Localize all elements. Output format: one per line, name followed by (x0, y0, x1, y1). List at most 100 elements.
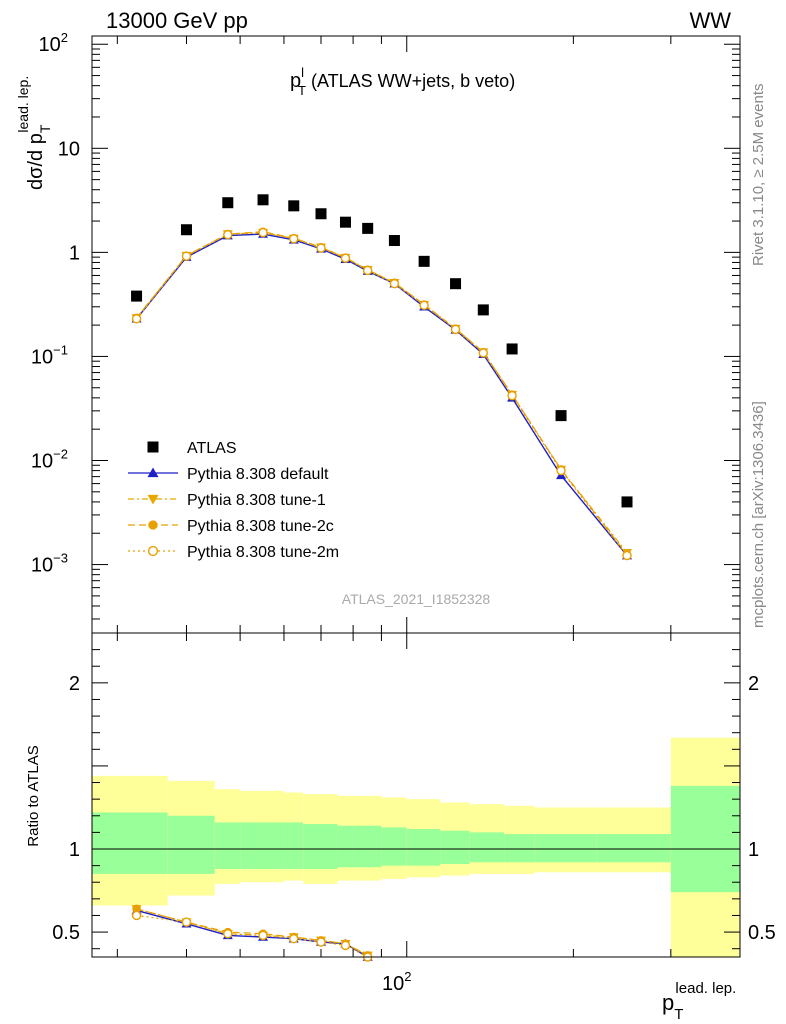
y-axis-label-main: dσ/d p (25, 133, 47, 190)
ratio-3-point-2 (223, 929, 233, 939)
ratio-3-point-0 (131, 910, 142, 921)
ratio-3-point-4 (289, 934, 299, 944)
data-point-10 (450, 278, 462, 290)
green-band-3 (240, 822, 284, 869)
legend-label-0: ATLAS (187, 440, 237, 457)
plot-title-sub: T (298, 83, 306, 98)
ratio-3-point-3 (258, 930, 268, 941)
legend-label-1: Pythia 8.308 default (187, 466, 329, 483)
ratio-uncertainty-bands (92, 737, 740, 957)
y-tick-label-exp-3: −1 (53, 342, 68, 357)
ratio-3-point-1 (181, 917, 192, 927)
data-point-3 (257, 194, 269, 206)
y-tick-label-1: 10 (58, 138, 80, 160)
x-axis-label: pTlead. lep. (662, 980, 736, 1023)
legend-marker-0 (147, 441, 159, 453)
data-point-7 (362, 222, 374, 234)
series-3-point-10 (450, 324, 461, 335)
y-tick-label-2: 1 (69, 242, 80, 264)
ratio-3-point-6 (340, 940, 351, 951)
ratio-series-layer (131, 904, 373, 962)
y-axis-label: dσ/d pTlead. lep. (15, 76, 53, 190)
series-3-point-1 (181, 251, 192, 261)
ratio-axes: 102 0.5 0.5 1 1 2 2 (52, 632, 776, 995)
svg-text:dσ/d pTlead. lep.: dσ/d pTlead. lep. (15, 76, 53, 190)
legend-marker-4 (147, 545, 159, 557)
legend-label-3: Pythia 8.308 tune-2c (187, 518, 334, 535)
plot-title-main: p (290, 70, 301, 92)
data-point-5 (315, 208, 327, 220)
series-3-point-13 (556, 465, 566, 476)
data-point-6 (339, 216, 351, 228)
green-band-9 (406, 829, 441, 866)
legend-label-2: Pythia 8.308 tune-1 (187, 492, 326, 509)
ratio-tick-label-right-1: 1 (748, 839, 759, 861)
series-3-point-8 (389, 278, 400, 289)
x-tick-label-exp-0: 2 (404, 969, 411, 984)
series-3-point-14 (622, 550, 632, 561)
y-axis-label-sub: T (37, 124, 53, 133)
data-point-0 (131, 290, 143, 302)
y-tick-label-5: 10−3 (31, 551, 68, 577)
series-3-point-9 (419, 300, 429, 311)
y-tick-label-3: 10−1 (31, 342, 68, 368)
series-3-point-0 (131, 314, 142, 324)
data-point-9 (418, 255, 430, 267)
ratio-line-1 (136, 908, 368, 956)
data-point-12 (506, 343, 518, 355)
main-axes: 102 10 1 10−1 10−2 10−3 (31, 30, 741, 634)
data-point-8 (388, 235, 400, 247)
green-band-15 (670, 785, 740, 893)
ratio-line-2 (136, 908, 368, 956)
data-point-13 (555, 410, 567, 422)
legend-marker-2 (147, 494, 159, 505)
ratio-tick-label-left-1: 1 (69, 839, 80, 861)
data-point-2 (222, 197, 234, 209)
rivet-label: Rivet 3.1.10, ≥ 2.5M events (750, 84, 767, 267)
data-point-14 (621, 496, 633, 508)
green-band-1 (167, 815, 215, 874)
series-3-point-2 (223, 229, 233, 240)
green-band-14 (596, 834, 671, 863)
y-axis-label-sup: lead. lep. (15, 76, 31, 133)
green-band-2 (214, 822, 241, 869)
y-tick-label-exp-5: −3 (53, 551, 68, 566)
y-tick-label-0: 102 (39, 30, 68, 56)
plot-title-sup: l (301, 65, 304, 80)
plot-title-rest: (ATLAS WW+jets, b veto) (306, 71, 515, 91)
green-band-7 (353, 825, 382, 868)
x-axis-label-main: p (662, 990, 674, 1015)
legend-label-4: Pythia 8.308 tune-2m (187, 544, 339, 561)
x-tick-label-0: 102 (382, 969, 411, 995)
ratio-3-point-5 (316, 937, 326, 947)
ratio-2-point-0 (132, 904, 141, 914)
ratio-frame (91, 632, 741, 958)
x-axis-label-sup: lead. lep. (675, 980, 736, 997)
ratio-tick-label-right-2: 2 (748, 673, 759, 695)
series-line-2 (136, 231, 628, 555)
y-tick-label-4: 10−2 (31, 447, 68, 473)
ratio-tick-label-right-0: 0.5 (748, 922, 776, 944)
green-band-11 (469, 832, 505, 863)
series-3-point-5 (316, 243, 326, 253)
x-axis-label-sub: T (674, 1006, 683, 1023)
series-3-point-11 (478, 348, 489, 358)
main-series-layer (131, 194, 633, 561)
y-tick-label-exp-4: −2 (53, 447, 68, 462)
energy-label: 13000 GeV pp (106, 8, 248, 33)
ratio-y-axis-label: Ratio to ATLAS (25, 745, 42, 846)
series-3-point-6 (340, 253, 351, 263)
green-band-12 (504, 834, 535, 863)
series-3-point-4 (289, 234, 299, 244)
green-band-0 (92, 812, 168, 874)
series-3-point-7 (362, 265, 373, 276)
ratio-tick-label-left-0: 0.5 (52, 922, 80, 944)
plot-title: pl T (ATLAS WW+jets, b veto) (290, 65, 515, 98)
data-point-11 (477, 304, 489, 316)
series-3-point-12 (507, 390, 517, 401)
legend-marker-1 (147, 467, 159, 478)
mcplots-label: mcplots.cern.ch [arXiv:1306.3436] (750, 401, 767, 628)
legend-marker-3 (148, 520, 158, 530)
series-3-point-3 (258, 227, 268, 238)
